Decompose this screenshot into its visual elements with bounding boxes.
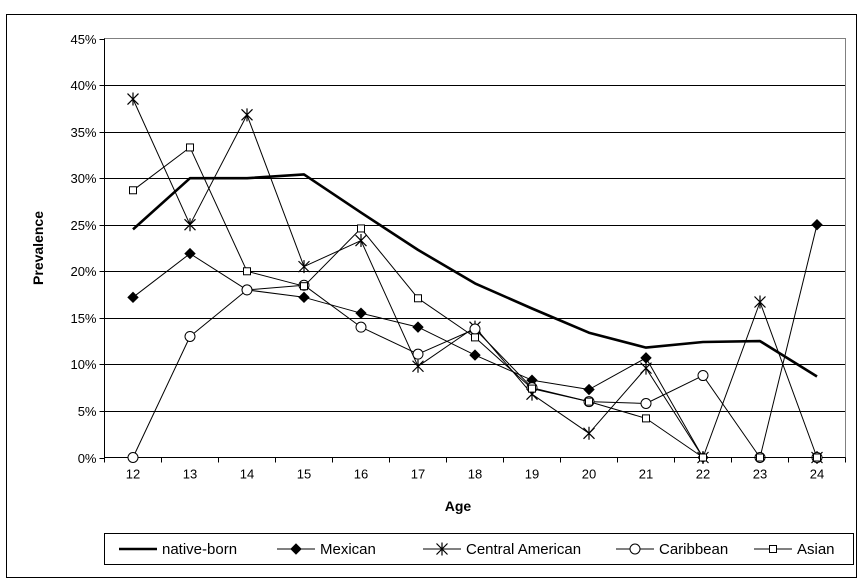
data-point-caribbean [412,348,424,360]
legend-item-native-born: native-born [119,541,237,558]
data-point-central-american [184,218,196,232]
legend-swatch-marker [629,543,641,555]
legend-swatch-marker [769,545,777,553]
data-point-central-american [127,92,139,106]
x-tick-label: 20 [582,467,596,482]
y-tick-label: 20% [70,264,96,279]
series-native-born [132,173,818,378]
data-point-caribbean [697,370,709,382]
x-tick-label: 21 [639,467,653,482]
data-point-central-american [583,426,595,440]
x-tick-label: 18 [468,467,482,482]
x-tick-label: 19 [525,467,539,482]
data-point-mexican [811,219,823,231]
data-point-asian [471,333,479,342]
data-point-central-american [640,361,652,375]
data-point-caribbean [241,284,253,296]
legend-label: Asian [797,541,835,558]
legend-item-caribbean: Caribbean [616,541,728,558]
legend-label: Mexican [320,541,376,558]
legend-box [104,533,854,565]
y-tick-label: 0% [78,451,97,466]
data-point-mexican [469,349,481,361]
x-tick-label: 14 [240,467,254,482]
data-point-caribbean [184,330,196,342]
data-point-asian [528,384,536,393]
legend-label: native-born [162,541,237,558]
data-point-asian [813,453,821,462]
y-tick-label: 45% [70,32,96,47]
y-tick-label: 15% [70,311,96,326]
data-point-central-american [298,260,310,274]
y-tick-label: 30% [70,171,96,186]
legend-item-asian: Asian [754,541,835,558]
x-tick-label: 16 [354,467,368,482]
y-tick-label: 5% [78,404,97,419]
gridlines [104,85,846,412]
data-point-central-american [412,359,424,373]
data-point-mexican [184,247,196,260]
data-point-asian [357,224,365,233]
data-point-asian [243,267,251,276]
data-point-mexican [127,291,139,304]
data-point-asian [129,186,137,195]
legend-label: Central American [466,541,581,558]
series-asian [129,143,821,462]
x-tick-label: 15 [297,467,311,482]
data-point-asian [300,282,308,291]
data-point-mexican [355,307,367,319]
data-point-central-american [241,108,253,122]
data-point-caribbean [127,452,139,463]
series-group [127,92,823,464]
x-axis-label: Age [445,498,472,514]
y-axis-label: Prevalence [30,211,46,285]
x-tick-label: 23 [753,467,767,482]
legend-swatch-marker [290,543,302,555]
legend-swatch-marker [436,542,448,556]
data-point-mexican [298,291,310,304]
x-tick-label: 24 [810,467,824,482]
series-line-native-born [132,173,818,378]
data-point-mexican [412,321,424,333]
x-tick-label: 22 [696,467,710,482]
data-point-asian [699,453,707,462]
legend-item-mexican: Mexican [277,541,376,558]
y-tick-label: 35% [70,125,96,140]
x-tick-label: 12 [126,467,140,482]
legend-item-central-american: Central American [423,541,581,558]
data-point-asian [585,397,593,406]
legend: native-born Mexican Central American Caribb… [119,541,835,558]
y-tick-label: 10% [70,357,96,372]
data-point-asian [186,143,194,152]
data-point-caribbean [640,397,652,409]
y-axis-ticks: 0% 5% 10% 15% 20% 25% 30% 35% 40% 45% [70,32,105,466]
data-point-central-american [355,234,367,248]
y-tick-label: 40% [70,78,96,93]
data-point-central-american [754,295,766,309]
y-tick-label: 25% [70,218,96,233]
data-point-asian [642,414,650,423]
x-tick-label: 17 [411,467,425,482]
data-point-caribbean [469,323,481,335]
data-point-asian [414,294,422,303]
data-point-mexican [583,383,595,396]
x-tick-label: 13 [183,467,197,482]
legend-label: Caribbean [659,541,728,558]
data-point-caribbean [355,321,367,333]
data-point-asian [756,453,764,462]
